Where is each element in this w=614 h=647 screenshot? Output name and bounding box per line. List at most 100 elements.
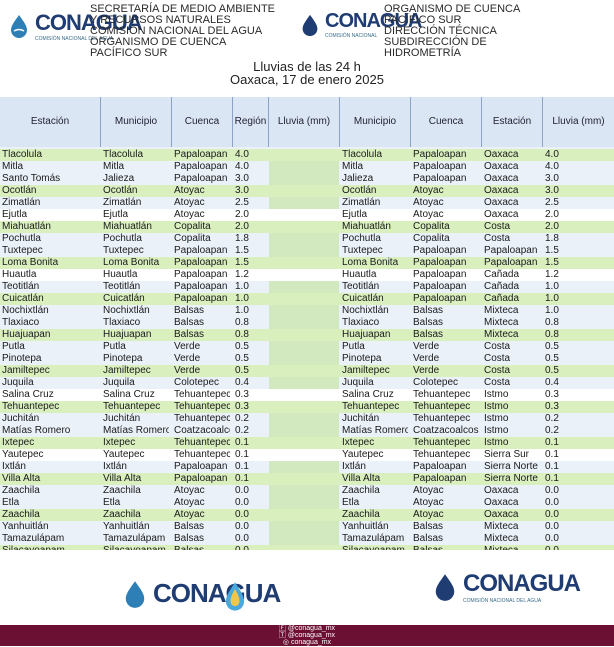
table-cell: 1.5 [545,257,559,268]
table-cell: Miahuatlán [2,221,51,232]
table-row: Nochixtlán Nochixtlán Balsas 1.0 Nochixtlán B… [0,305,614,317]
row-band [0,221,614,233]
table-cell: Istmo [484,425,509,436]
table-row: Juquila Juquila Colotepec 0.4 Juquila Colotep… [0,377,614,389]
left-line-3: COMISIÓN NACIONAL DEL AGUA [90,25,263,37]
row-band [0,509,614,521]
right-line-3: DIRECCIÓN TÉCNICA [384,25,497,37]
table-cell: Balsas [413,521,444,532]
footer-right-logo-name: CONAGUA [463,570,581,597]
table-cell: Tehuantepec [174,437,230,448]
table-cell: Ejutla [103,209,129,220]
footer-instagram[interactable]: ◎ conagua_mx [282,639,332,646]
table-cell: Loma Bonita [342,257,399,268]
table-cell: Costa [484,221,511,232]
table-cell: Atoyac [174,497,205,508]
header-right-text: ORGANISMO DE CUENCA PACÍFICO SUR DIRECCI… [384,4,520,59]
table-cell: Salina Cruz [2,389,54,400]
table-cell: Salina Cruz [342,389,394,400]
table-cell: 1.0 [235,305,249,316]
right-line-4: SUBDIRECCIÓN DE [384,36,487,48]
footer-twitter[interactable]: 🅃 @conagua_mx [278,632,336,639]
table-cell: 0.0 [545,509,559,520]
table-cell: Tehuantepec [413,389,471,400]
table-cell: 0.8 [545,317,559,328]
table-cell: Huajuapan [342,329,391,340]
table-cell: Yautepec [2,449,44,460]
table-cell: Loma Bonita [103,257,160,268]
col-header-cuenca: Cuenca [172,97,233,147]
table-cell: 0.1 [235,437,249,448]
table-cell: Oaxaca [484,509,519,520]
table-cell: Zaachila [2,509,40,520]
title-line-2: Oaxaca, 17 de enero 2025 [230,72,384,87]
table-cell: Cuicatlán [103,293,145,304]
page-title: Lluvias de las 24 h Oaxaca, 17 de enero … [0,60,614,86]
col-header-estacion-2: Estación [482,97,543,147]
table-cell: Papaloapan [413,461,467,472]
table-cell: Papaloapan [174,173,228,184]
col-header-municipio: Municipio [101,97,172,147]
table-cell: 0.0 [545,521,559,532]
table-cell: 0.0 [235,497,249,508]
table-row: Santo Tomás Jalieza Papaloapan 3.0 Jalieza Pa… [0,173,614,185]
table-cell: Coatzacoalcos [413,425,479,436]
table-cell: Balsas [174,305,205,316]
table-cell: Atoyac [413,197,444,208]
table-cell: Villa Alta [103,473,142,484]
left-line-5: PACÍFICO SUR [90,47,168,59]
table-cell: Costa [484,353,511,364]
table-cell: Teotitlán [103,281,141,292]
table-cell: Istmo [484,413,509,424]
table-cell: Oaxaca [484,209,519,220]
table-cell: Mixteca [484,317,519,328]
table-row: Miahuatlán Miahuatlán Copalita 2.0 Miahuatlá… [0,221,614,233]
table-cell: Copalita [413,233,450,244]
table-cell: Oaxaca [484,485,519,496]
table-cell: 2.5 [235,197,249,208]
footer-left-logo-name: CONAGUA [153,578,281,608]
table-row: Matías Romero Matías Romero Coatzacoalcos 0… [0,425,614,437]
table-cell: Ixtepec [342,437,375,448]
table-cell: Ocotlán [2,185,37,196]
table-cell: Oaxaca [484,161,519,172]
table-cell: Cañada [484,293,520,304]
table-cell: Yautepec [103,449,145,460]
table-cell: Balsas [174,329,205,340]
table-cell: Papaloapan [413,269,467,280]
table-cell: Mitla [103,161,125,172]
table-cell: Costa [484,365,511,376]
table-cell: Costa [484,377,511,388]
table-cell: 0.4 [545,377,559,388]
table-row: Zaachila Zaachila Atoyac 0.0 Zaachila Atoyac O… [0,509,614,521]
table-cell: Huajuapan [2,329,51,340]
table-row: Jamiltepec Jamiltepec Verde 0.5 Jamiltepec Ve… [0,365,614,377]
table-cell: Oaxaca [484,149,519,160]
table-cell: Oaxaca [484,197,519,208]
table-cell: Cuicatlán [342,293,384,304]
table-cell: 0.0 [545,545,611,550]
left-logo-sub: COMISIÓN NACIONAL DEL AGUA [35,36,114,42]
table-cell: Mixteca [484,305,519,316]
table-cell: Silacayoapam [103,545,169,550]
table-cell: Mixteca [484,521,519,532]
table-cell: Salina Cruz [103,389,155,400]
table-cell: Sierra Norte [484,461,538,472]
table-cell: 1.0 [545,305,559,316]
table-cell: Huautla [342,269,377,280]
table-cell: 0.8 [235,329,249,340]
table-cell: 0.0 [545,497,559,508]
footer-right-logo-sub: COMISIÓN NACIONAL DEL AGUA [463,598,542,604]
table-cell: Miahuatlán [342,221,391,232]
table-cell: 0.5 [235,341,249,352]
table-cell: Ixtepec [103,437,136,448]
table-cell: 3.0 [235,185,249,196]
table-row: Pinotepa Pinotepa Verde 0.5 Pinotepa Verde Cos… [0,353,614,365]
table-cell: Papaloapan [174,149,228,160]
table-cell: 1.5 [235,245,249,256]
row-band [0,449,614,461]
table-cell: Pinotepa [342,353,382,364]
footer-facebook[interactable]: 🄵 @conagua_mx [278,625,336,632]
table-cell: Ocotlán [103,185,138,196]
row-band [0,293,614,305]
